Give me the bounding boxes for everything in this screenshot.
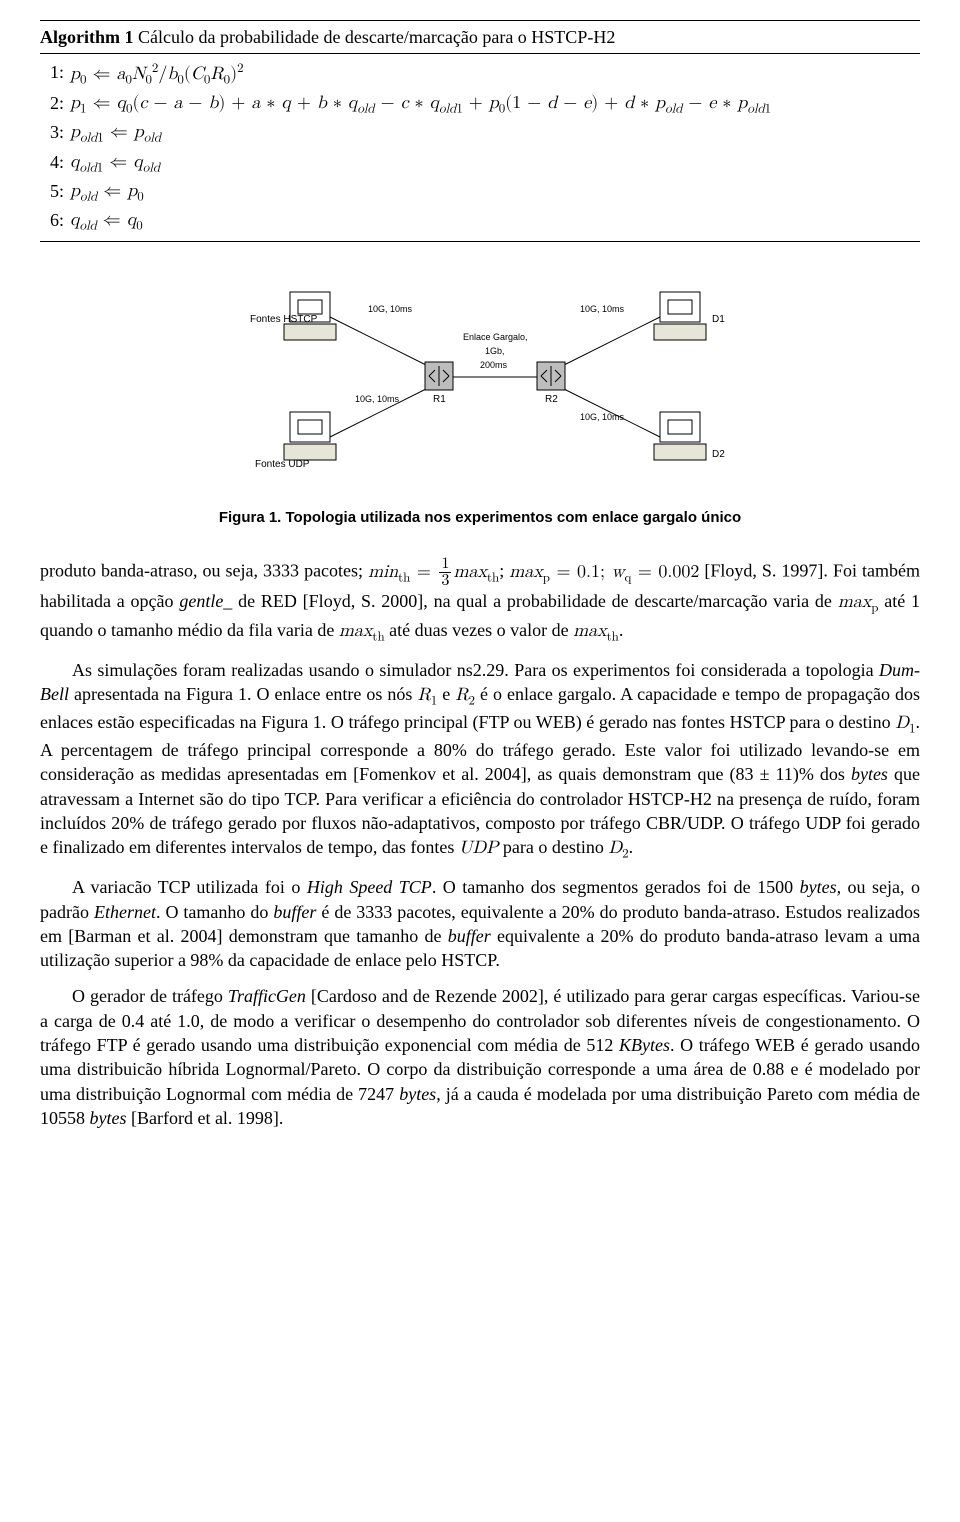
pc-icon: [654, 412, 706, 460]
label-link-tl: 10G, 10ms: [368, 304, 413, 314]
algorithm-block: Algorithm 1 Cálculo da probabilidade de …: [40, 20, 920, 242]
algo-line-num: 5:: [40, 179, 64, 206]
label-r2: R2: [545, 394, 558, 405]
label-gargalo-3: 200ms: [480, 360, 508, 370]
label-link-br: 10G, 10ms: [580, 412, 625, 422]
router-r1-icon: [425, 362, 453, 390]
pc-icon: [654, 292, 706, 340]
label-fontes-udp: Fontes UDP: [255, 459, 310, 470]
router-r2-icon: [537, 362, 565, 390]
algorithm-title-text: Cálculo da probabilidade de descarte/mar…: [134, 27, 616, 47]
pc-icon: [284, 412, 336, 460]
label-fontes-hstcp: Fontes HSTCP: [250, 314, 318, 325]
algo-line-num: 2:: [40, 91, 64, 118]
label-r1: R1: [433, 394, 446, 405]
algorithm-number: Algorithm 1: [40, 27, 134, 47]
paragraph-3: A variacão TCP utilizada foi o High Spee…: [40, 875, 920, 972]
algorithm-title: Algorithm 1 Cálculo da probabilidade de …: [40, 21, 920, 54]
algo-line-num: 3:: [40, 120, 64, 147]
label-d2: D2: [712, 449, 725, 460]
topology-svg: Fontes HSTCP Fontes UDP D1 D2 R1 R2 10G,…: [220, 262, 740, 492]
algo-line-num: 6:: [40, 208, 64, 235]
paragraph-1: produto banda-atraso, ou seja, 3333 paco…: [40, 556, 920, 646]
figure-caption: Figura 1. Topologia utilizada nos experi…: [40, 508, 920, 528]
algo-line-num: 1:: [40, 60, 64, 89]
label-d1: D1: [712, 314, 725, 325]
label-gargalo-1: Enlace Gargalo,: [463, 332, 528, 342]
figure-topology: Fontes HSTCP Fontes UDP D1 D2 R1 R2 10G,…: [40, 262, 920, 492]
paragraph-2: As simulações foram realizadas usando o …: [40, 658, 920, 864]
paragraph-4: O gerador de tráfego TrafficGen [Cardoso…: [40, 984, 920, 1130]
algorithm-body: 1:p0 ⇐ a0N02/b0(C0R0)2 2:p1 ⇐ q0(c − a −…: [40, 54, 920, 240]
label-link-tr: 10G, 10ms: [580, 304, 625, 314]
label-gargalo-2: 1Gb,: [485, 346, 505, 356]
algo-line-num: 4:: [40, 150, 64, 177]
label-link-bl: 10G, 10ms: [355, 394, 400, 404]
